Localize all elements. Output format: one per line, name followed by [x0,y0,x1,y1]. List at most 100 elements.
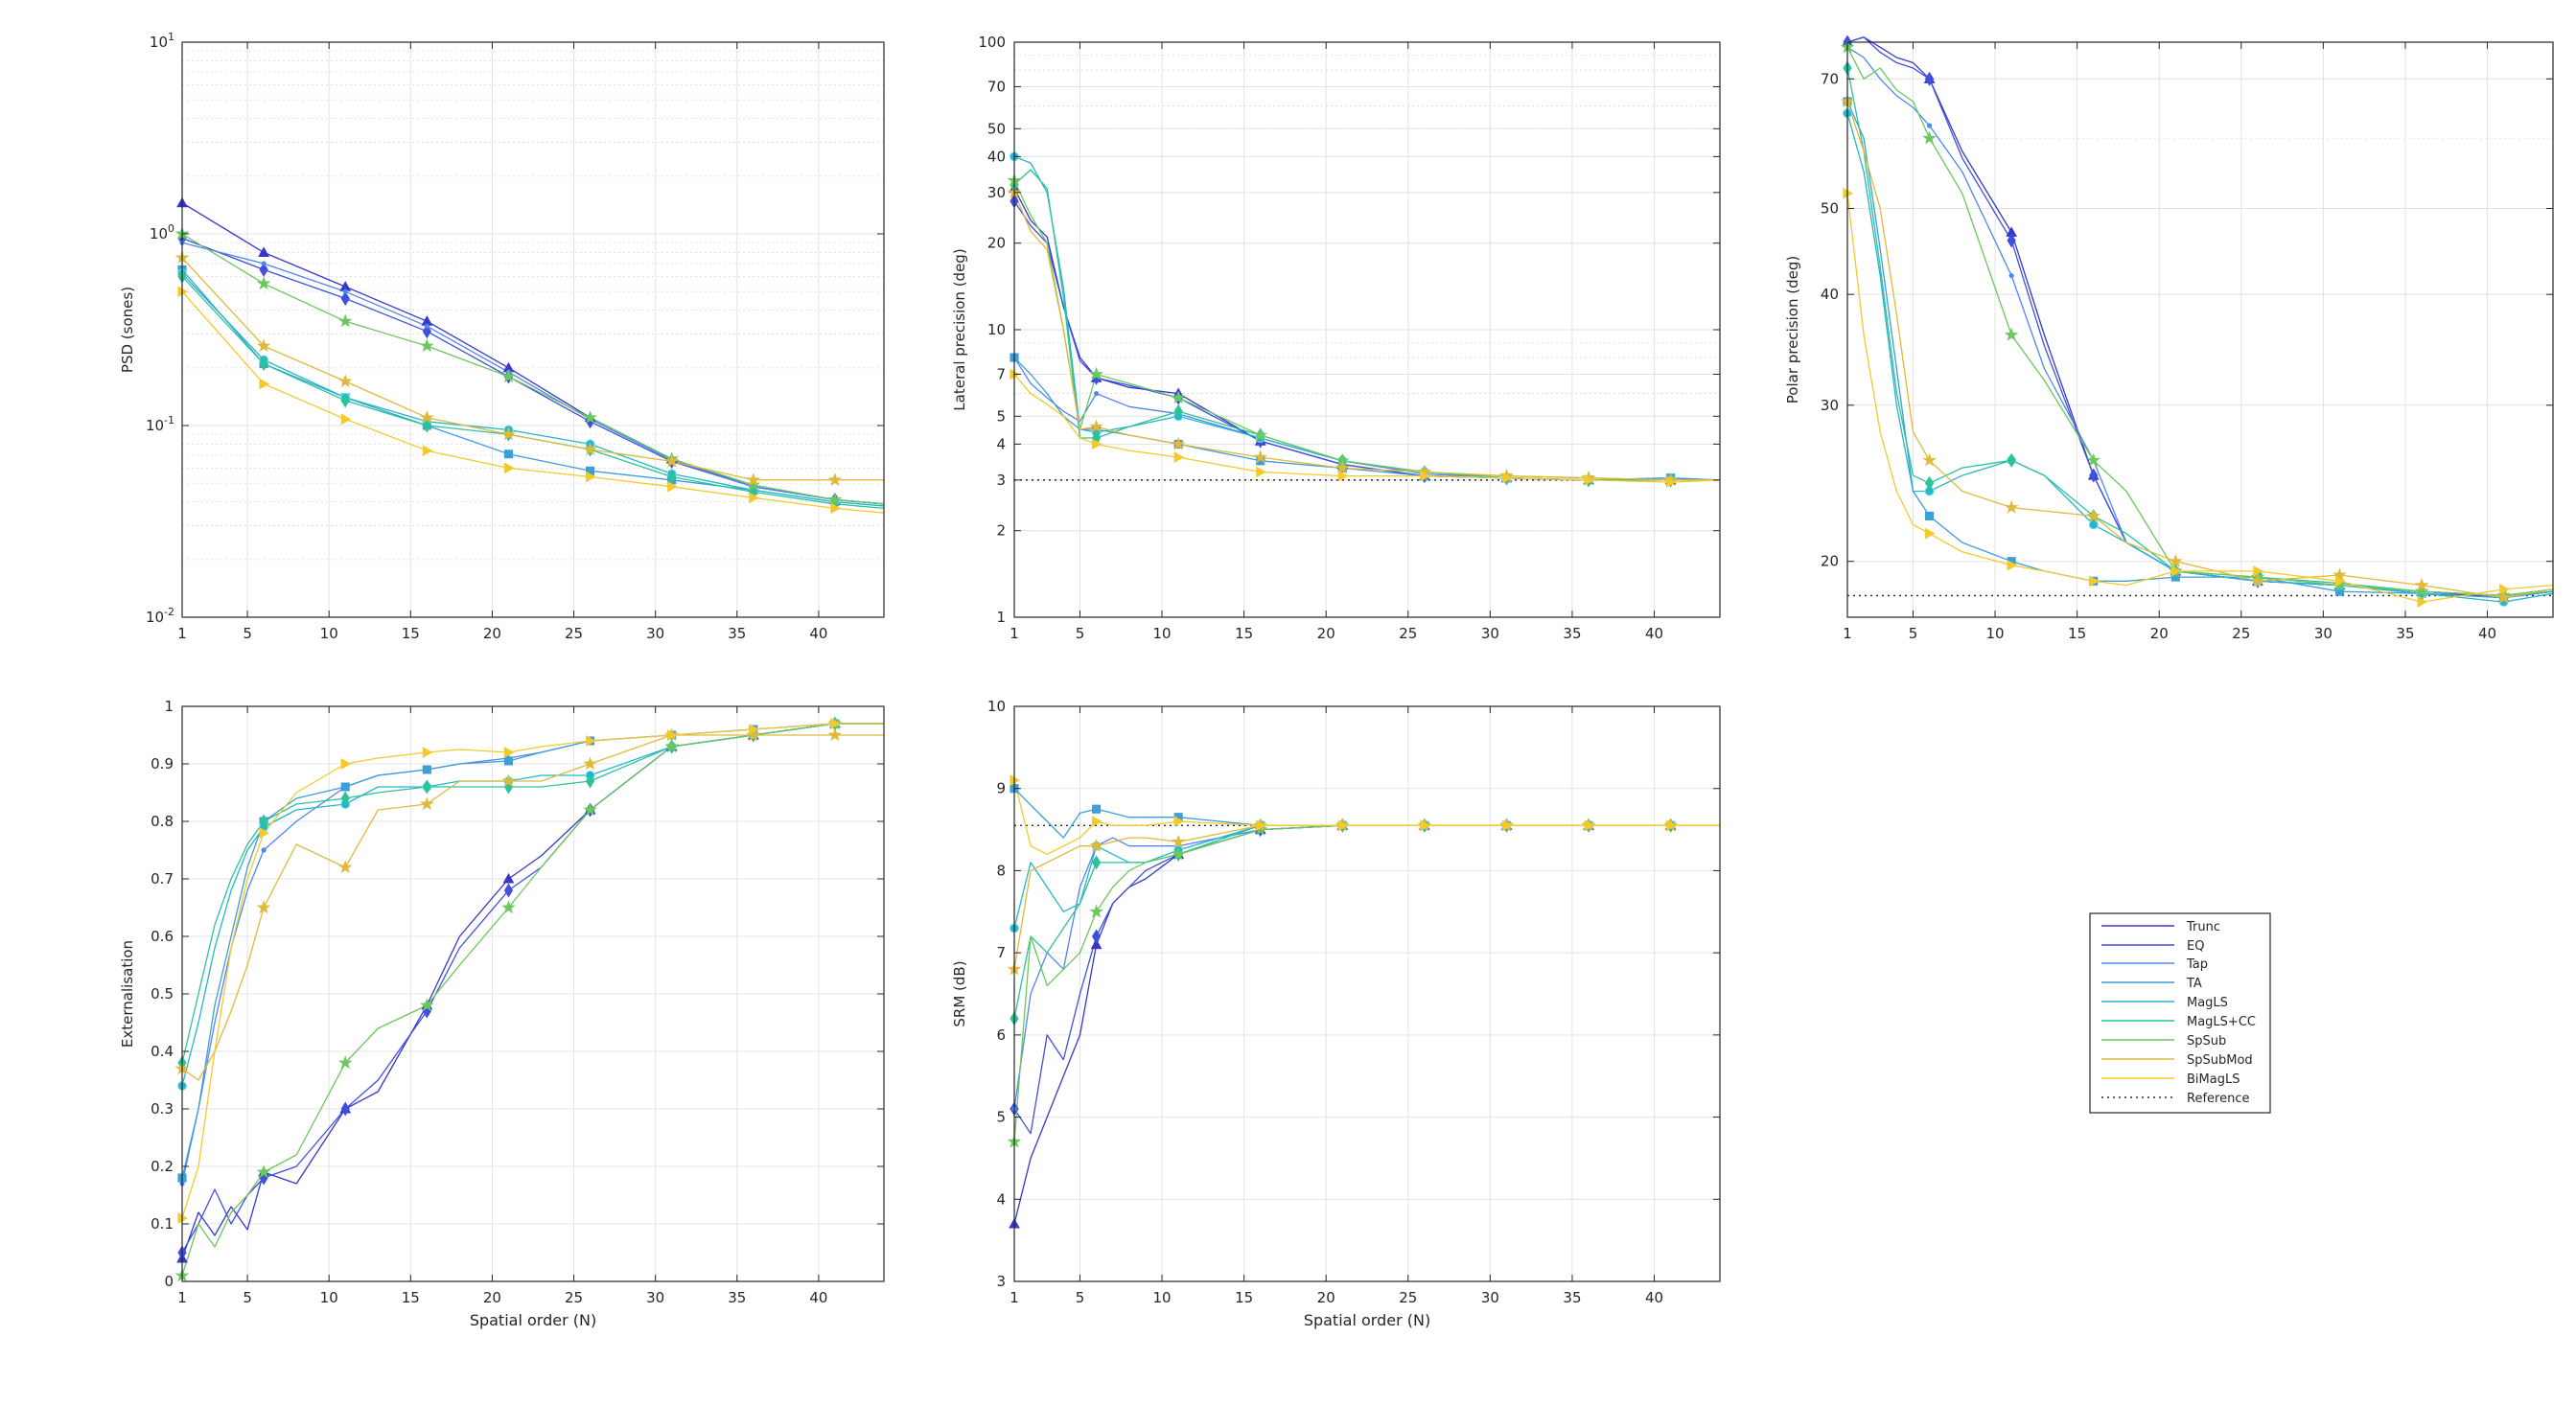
gridlines [1846,42,2553,617]
gridlines [1013,41,1720,618]
marker-spsubmod [583,756,597,771]
y-tick-label: 0.2 [151,1158,174,1175]
y-tick-label: 7 [996,365,1006,382]
x-tick-label: 20 [1317,625,1335,642]
marker-magls-cc [1924,475,1935,491]
y-tick-label: 2 [996,522,1006,540]
x-tick-label: 20 [483,1289,501,1306]
marker-bimagls [1420,819,1430,832]
legend-entry: SpSubMod [2101,1053,2253,1068]
marker-bimagls [2417,596,2428,608]
x-tick-label: 1 [1010,1289,1019,1306]
y-tick-label: 20 [1821,553,1839,570]
marker-spsubmod [256,900,271,914]
marker-spsubmod [2086,508,2101,522]
y-tick-label: 0.9 [151,755,174,772]
marker-spsub [746,477,761,492]
x-tick-label: 40 [809,625,827,642]
x-tick-label: 20 [2150,625,2169,642]
legend-label: Trunc [2186,920,2220,934]
marker-bimagls [830,718,841,729]
marker-bimagls [2334,575,2346,588]
x-tick-label: 25 [1399,625,1417,642]
marker-spsubmod [501,426,516,441]
series-group [174,716,884,1282]
marker-spsubmod [1089,419,1103,433]
marker-spsub [664,739,680,753]
marker-bimagls [340,413,352,426]
y-tick-label: 3 [996,472,1006,489]
marker-bimagls [259,827,270,839]
legend-entry: BiMagLS [2101,1072,2239,1087]
marker-ta [1925,511,1935,520]
marker-magls-cc [1091,855,1102,870]
y-tick-label: 40 [1821,286,1839,303]
legend-entry: MagLS [2101,996,2228,1010]
axes-box [1846,41,2554,618]
y-tick-label: 100 [150,222,174,242]
y-tick-label: 40 [987,148,1006,165]
marker-bimagls [1420,470,1430,482]
x-axis-label: Spatial order (N) [1304,1311,1430,1329]
series-line-magls [181,273,885,507]
marker-magls-cc [259,814,268,829]
marker-spsub [256,1164,271,1179]
marker-spsubmod [2168,553,2183,568]
marker-bimagls [586,471,596,483]
marker-tap [1093,390,1100,397]
y-tick-label: 1 [996,609,1006,626]
lateral-precision-panel: 1 5 10 15 20 25 30 35 40123457102030405070100Lat… [951,34,1721,642]
marker-tap [424,323,429,329]
x-axis-label: Spatial order (N) [470,1311,596,1329]
marker-spsubmod [337,374,353,388]
x-tick-label: 1 [1843,625,1852,642]
legend-label: BiMagLS [2187,1072,2239,1087]
minor-gridlines [182,50,884,561]
marker-spsubmod [420,409,434,425]
marker-spsubmod [2414,577,2429,591]
series-line-tap [181,242,885,505]
x-tick-label: 35 [728,625,746,642]
marker-spsub [1253,427,1268,442]
marker-spsubmod [2004,499,2019,514]
marker-bimagls [1256,819,1266,832]
x-tick-label: 35 [2396,625,2414,642]
marker-spsubmod [746,727,761,742]
marker-eq [1924,71,1935,86]
marker-tap [1926,123,1933,128]
marker-magls-cc [422,779,431,795]
marker-magls-cc [1173,403,1183,419]
marker-bimagls [1666,476,1677,488]
marker-spsub [420,998,434,1012]
marker-bimagls [749,492,759,504]
marker-spsub [337,1055,353,1070]
marker-magls-cc [667,469,677,485]
series-line-spsub [181,233,885,505]
y-tick-label: 0.7 [151,870,174,887]
x-tick-label: 35 [728,1289,746,1306]
series-group [1007,774,1720,1229]
series-group [174,196,885,515]
marker-spsubmod [2250,573,2265,588]
series-group [1840,35,2554,608]
y-tick-label: 50 [987,120,1006,137]
marker-spsubmod [337,860,353,874]
x-tick-label: 15 [1235,625,1253,642]
marker-spsub [2086,452,2101,467]
marker-bimagls [667,729,678,741]
marker-spsubmod [1922,452,1937,467]
marker-ta [503,449,514,459]
marker-bimagls [259,378,270,390]
y-tick-label: 6 [996,1026,1006,1044]
legend-entry: SpSub [2101,1034,2226,1049]
y-tick-label: 50 [1821,200,1839,218]
plot-area [1847,42,2553,617]
marker-bimagls [1256,466,1266,478]
marker-spsub [827,492,843,506]
axes-box [1013,705,1721,1282]
y-tick-label: 70 [987,78,1006,95]
marker-eq [2007,233,2016,248]
